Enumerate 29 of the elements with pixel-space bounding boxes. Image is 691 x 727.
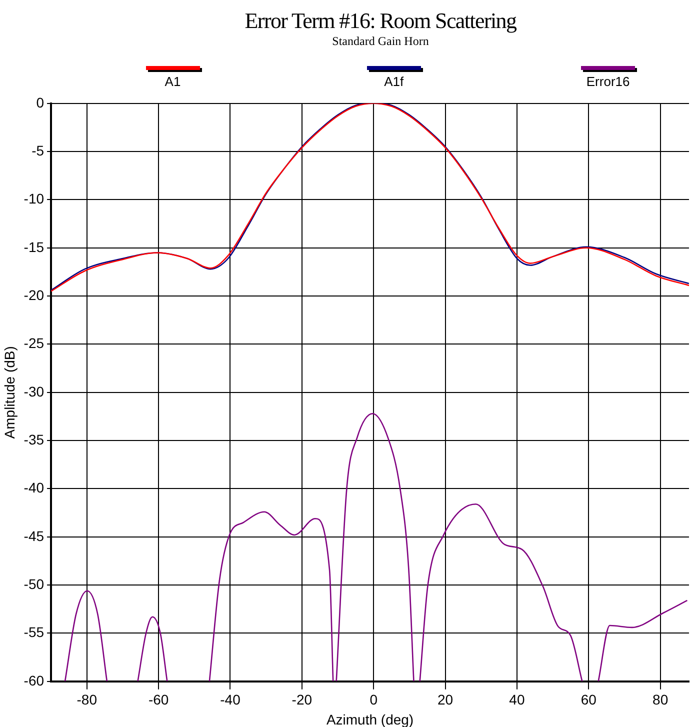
- x-tick-label: -40: [220, 692, 241, 708]
- legend-label: Error16: [586, 74, 630, 89]
- chart-title: Error Term #16: Room Scattering: [244, 8, 518, 34]
- x-tick-label: -60: [148, 692, 169, 708]
- x-axis-title: Azimuth (deg): [326, 711, 414, 727]
- x-tick-label: 20: [437, 692, 454, 708]
- x-tick-label: 0: [370, 692, 378, 708]
- y-tick-label: -40: [24, 480, 44, 496]
- y-tick-label: -25: [24, 335, 44, 352]
- y-tick-label: 0: [36, 94, 44, 110]
- y-tick-label: -20: [24, 286, 44, 303]
- y-tick-label: -60: [24, 672, 44, 688]
- y-tick-label: -5: [32, 142, 44, 158]
- y-tick-label: -50: [24, 576, 44, 592]
- x-tick-label: -80: [76, 692, 98, 708]
- chart-subtitle: Standard Gain Horn: [331, 34, 430, 49]
- y-tick-label: -15: [24, 238, 44, 255]
- x-tick-label: 60: [580, 692, 597, 708]
- y-tick-label: -55: [24, 624, 44, 640]
- x-tick-label: 40: [509, 692, 525, 708]
- y-tick-label: -45: [24, 528, 44, 544]
- legend-label: A1: [164, 74, 181, 89]
- x-tick-label: -20: [292, 692, 312, 708]
- legend-label: A1f: [384, 74, 404, 89]
- y-tick-label: -35: [24, 431, 44, 448]
- x-tick-label: 80: [652, 692, 668, 708]
- y-axis-title: Amplitude (dB): [1, 346, 18, 439]
- y-tick-label: -10: [24, 190, 44, 207]
- y-tick-label: -30: [24, 383, 44, 400]
